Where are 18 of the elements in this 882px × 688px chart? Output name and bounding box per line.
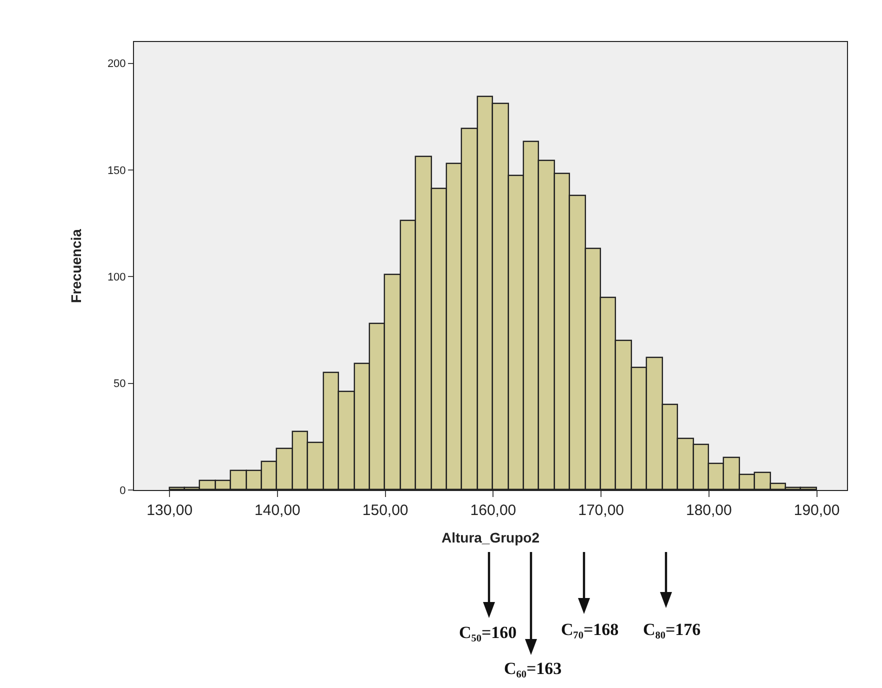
x-tick-label: 170,00 <box>578 502 624 519</box>
x-tick-label: 130,00 <box>146 502 193 519</box>
x-tick-label: 140,00 <box>254 502 300 519</box>
text: C₈₀=176 <box>643 620 701 639</box>
y-tick-label: 200 <box>107 58 126 70</box>
x-axis-title: Altura_Grupo2 <box>441 529 540 546</box>
x-tick-label: 160,00 <box>470 502 516 519</box>
y-tick-label: 150 <box>107 164 126 177</box>
x-tick-label: 150,00 <box>362 502 408 519</box>
text: C₇₀=168 <box>561 620 619 639</box>
y-axis-title: Frecuencia <box>68 228 84 303</box>
y-tick-label: 0 <box>120 484 126 497</box>
x-tick-label: 180,00 <box>686 502 732 519</box>
y-tick-label: 100 <box>107 272 126 284</box>
text: C₆₀=163 <box>504 659 562 678</box>
y-tick-label: 50 <box>114 378 126 390</box>
x-tick-label: 190,00 <box>794 502 840 519</box>
text: C₅₀=160 <box>459 623 517 642</box>
